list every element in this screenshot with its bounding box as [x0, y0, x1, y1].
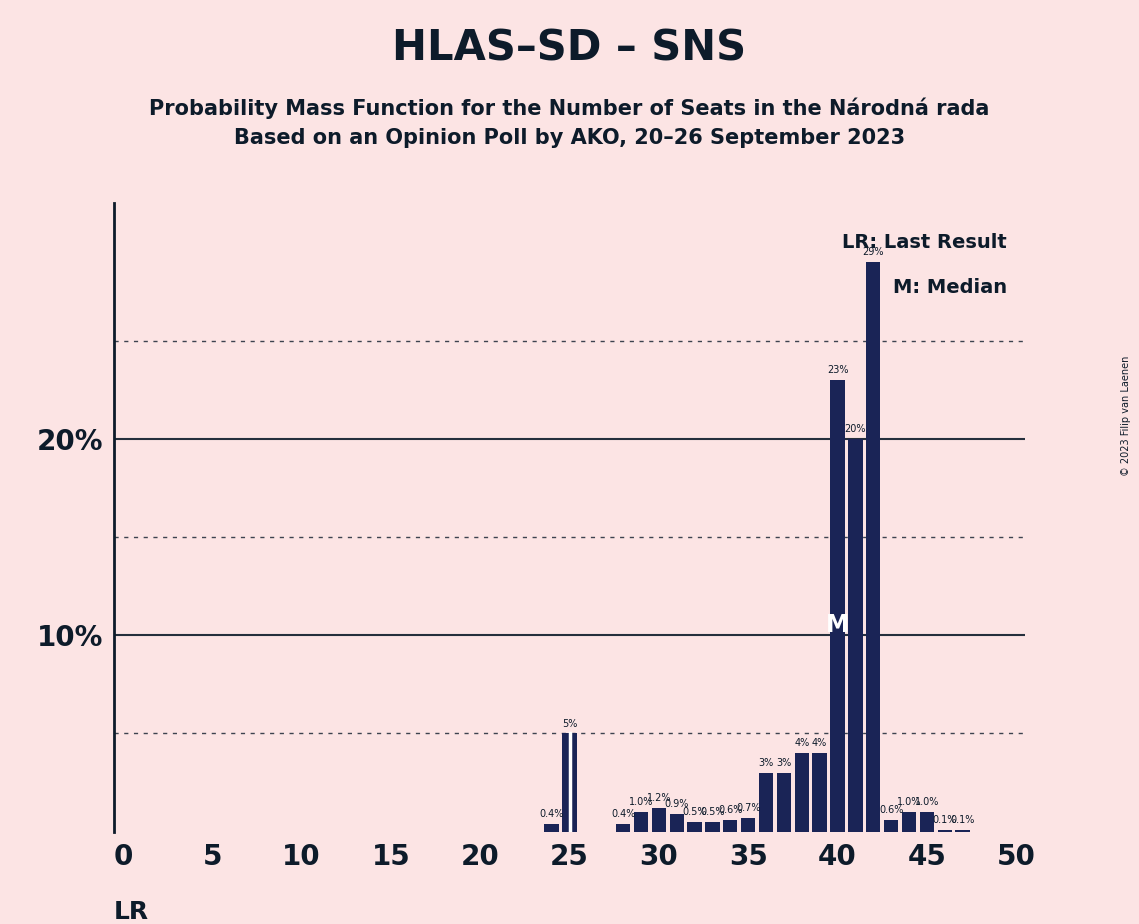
- Text: M: Median: M: Median: [893, 278, 1007, 297]
- Text: LR: LR: [114, 900, 149, 924]
- Bar: [616, 824, 630, 832]
- Bar: [866, 262, 880, 832]
- Text: 1.0%: 1.0%: [915, 797, 939, 807]
- Bar: [884, 820, 899, 832]
- Text: 0.6%: 0.6%: [718, 805, 743, 815]
- Text: 3%: 3%: [759, 758, 773, 768]
- Bar: [777, 772, 792, 832]
- Bar: [563, 734, 576, 832]
- Bar: [670, 814, 683, 832]
- Text: 1.0%: 1.0%: [629, 797, 653, 807]
- Text: 4%: 4%: [812, 738, 827, 748]
- Bar: [652, 808, 666, 832]
- Text: 4%: 4%: [794, 738, 810, 748]
- Text: HLAS–SD – SNS: HLAS–SD – SNS: [393, 28, 746, 69]
- Text: 0.5%: 0.5%: [700, 807, 724, 817]
- Text: 0.1%: 0.1%: [933, 815, 957, 825]
- Text: 0.9%: 0.9%: [664, 799, 689, 809]
- Bar: [849, 439, 862, 832]
- Bar: [902, 812, 916, 832]
- Text: 29%: 29%: [862, 248, 884, 257]
- Text: 0.4%: 0.4%: [540, 808, 564, 819]
- Bar: [723, 820, 737, 832]
- Bar: [741, 818, 755, 832]
- Bar: [795, 753, 809, 832]
- Text: 5%: 5%: [562, 719, 577, 728]
- Text: 0.4%: 0.4%: [611, 808, 636, 819]
- Text: 20%: 20%: [845, 424, 866, 434]
- Text: 0.1%: 0.1%: [950, 815, 975, 825]
- Bar: [688, 821, 702, 832]
- Text: 0.5%: 0.5%: [682, 807, 707, 817]
- Text: © 2023 Filip van Laenen: © 2023 Filip van Laenen: [1121, 356, 1131, 476]
- Bar: [919, 812, 934, 832]
- Bar: [705, 821, 720, 832]
- Text: LR: Last Result: LR: Last Result: [843, 233, 1007, 251]
- Text: 0.6%: 0.6%: [879, 805, 903, 815]
- Bar: [544, 824, 559, 832]
- Bar: [956, 830, 969, 832]
- Text: 23%: 23%: [827, 365, 849, 375]
- Text: 1.2%: 1.2%: [647, 793, 671, 803]
- Bar: [937, 830, 952, 832]
- Bar: [759, 772, 773, 832]
- Text: Probability Mass Function for the Number of Seats in the Národná rada: Probability Mass Function for the Number…: [149, 97, 990, 118]
- Bar: [830, 380, 845, 832]
- Text: 0.7%: 0.7%: [736, 803, 761, 813]
- Bar: [812, 753, 827, 832]
- Text: Based on an Opinion Poll by AKO, 20–26 September 2023: Based on an Opinion Poll by AKO, 20–26 S…: [233, 128, 906, 148]
- Text: 3%: 3%: [777, 758, 792, 768]
- Bar: [633, 812, 648, 832]
- Text: M: M: [826, 614, 850, 638]
- Text: 1.0%: 1.0%: [896, 797, 921, 807]
